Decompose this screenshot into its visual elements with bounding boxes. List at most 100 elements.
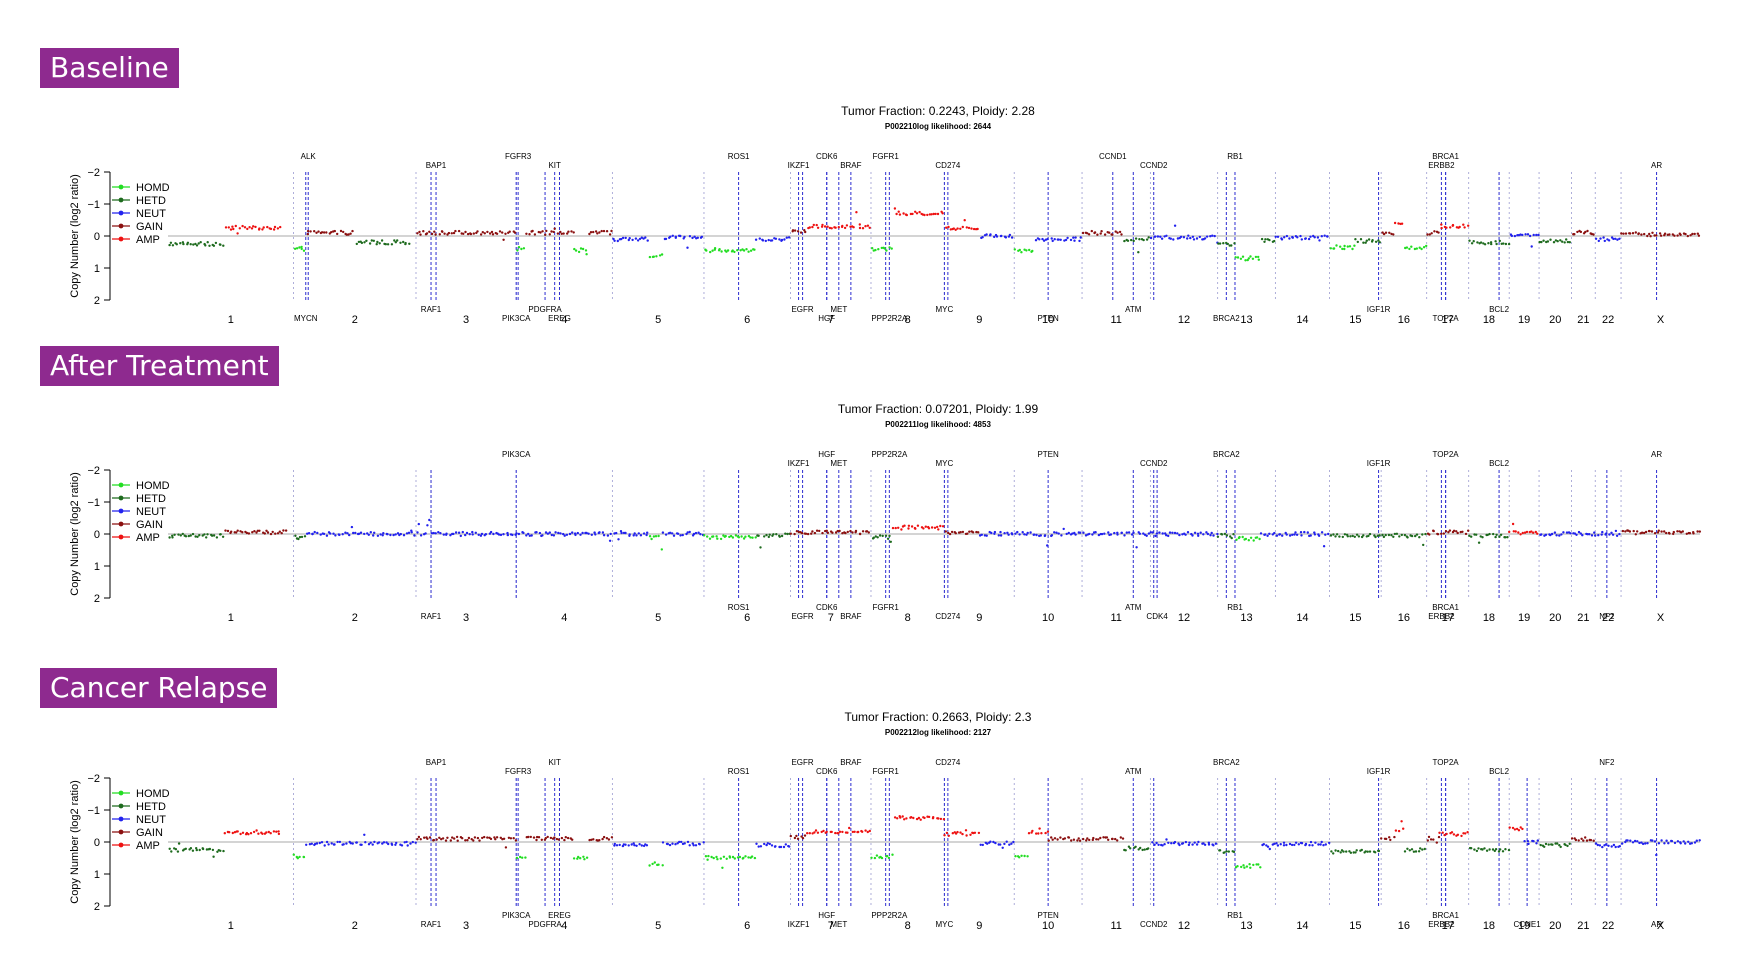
data-point [1441,831,1444,834]
data-point [352,531,355,535]
chromosome-label: 1 [228,920,234,932]
data-point [498,230,502,233]
data-point [1327,532,1330,536]
data-point [265,529,268,532]
data-point [320,841,324,844]
data-point [759,845,763,848]
data-point [1405,246,1409,249]
data-point [546,835,549,839]
data-point [1378,241,1382,244]
data-point [550,533,553,537]
gene-label-met: MET [830,920,847,929]
data-point [1550,532,1554,536]
gene-label-ar: AR [1651,920,1662,929]
data-point [834,831,837,835]
data-point [883,247,886,250]
data-point [1483,243,1487,246]
data-point [651,862,654,866]
data-point [338,533,341,537]
gene-label-ccnd2: CCND2 [1140,161,1168,170]
data-point [1681,530,1685,533]
data-point [1147,532,1151,535]
data-point [1118,230,1122,234]
data-point [731,855,735,859]
data-point [300,247,303,251]
data-point [1324,533,1327,536]
gene-label-raf1: RAF1 [421,920,442,929]
data-point [933,526,937,529]
data-point [1167,841,1170,844]
data-point [1072,236,1075,239]
y-axis-label: Copy Number (log2 ratio) [69,174,81,298]
data-point [1447,531,1450,534]
data-point [1403,533,1407,537]
gene-label-ppp2r2a: PPP2R2A [871,911,908,920]
data-point [857,830,860,834]
gene-label-met: MET [830,305,847,314]
gene-label-rb1: RB1 [1227,911,1243,920]
data-point [1653,234,1656,237]
data-point [1086,837,1089,840]
data-point [1521,531,1525,535]
data-point [811,832,814,835]
data-point [1249,536,1253,539]
data-point [1384,533,1387,537]
data-point [349,232,352,235]
data-point [1603,239,1607,243]
data-point [517,532,521,536]
gene-label-brca2: BRCA2 [1213,314,1240,323]
gene-label-fgfr1: FGFR1 [873,152,900,161]
data-point [1005,840,1008,843]
data-point [1078,239,1081,243]
data-point [1628,232,1632,235]
data-point [784,532,787,535]
data-point [1519,233,1522,236]
data-point [981,236,984,239]
data-point [1299,531,1303,534]
data-point [1034,239,1038,242]
data-point [861,830,864,833]
legend-swatch-dot [118,803,124,809]
data-point [265,831,268,834]
data-point [1268,847,1272,851]
data-point [1356,240,1360,244]
data-point [1428,233,1432,236]
data-point [1332,852,1335,855]
data-point [951,832,954,835]
data-point [632,842,635,845]
data-point [1406,847,1409,850]
data-point [367,843,371,846]
data-point [1259,866,1262,869]
data-point [1495,242,1498,246]
data-point [1427,835,1431,839]
data-point [1475,849,1479,853]
data-point [1114,230,1117,233]
data-point [1472,240,1475,243]
data-point [1050,836,1053,839]
data-point [1536,839,1540,842]
data-point [1291,236,1295,239]
data-point [1065,532,1068,536]
data-point [747,250,750,253]
data-point [648,864,651,867]
data-point [277,832,281,836]
data-point [557,531,560,535]
data-point [1402,827,1405,830]
data-point [590,533,593,536]
data-point [440,838,443,841]
data-point [858,532,862,536]
data-point [724,534,727,538]
data-point [556,232,560,235]
data-point [1334,535,1337,538]
data-point [1644,842,1647,845]
data-point [1563,241,1566,244]
data-point [1155,841,1158,845]
data-point [1422,246,1426,249]
data-point [903,818,906,821]
data-point [1499,848,1502,851]
data-point [1564,843,1567,847]
data-point [1288,237,1291,240]
data-point [566,836,570,840]
data-point [1108,231,1111,234]
data-point [322,532,326,536]
